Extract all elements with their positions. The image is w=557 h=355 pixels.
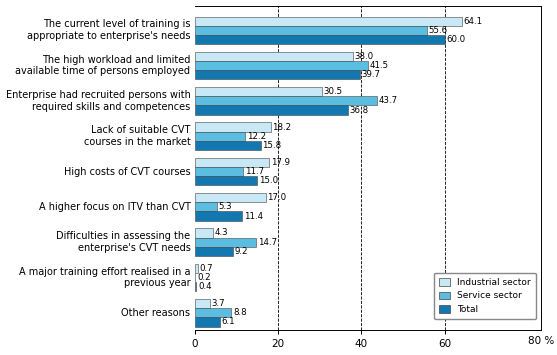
Text: 55.6: 55.6: [428, 26, 447, 35]
Bar: [194, 193, 266, 202]
Bar: [194, 105, 348, 115]
Bar: [194, 308, 231, 317]
Bar: [194, 70, 360, 80]
Text: 64.1: 64.1: [463, 17, 483, 26]
Text: 4.3: 4.3: [214, 229, 228, 237]
Bar: [194, 122, 271, 132]
Text: 38.0: 38.0: [355, 52, 374, 61]
Text: 5.3: 5.3: [218, 202, 232, 211]
Text: 0.4: 0.4: [198, 282, 212, 291]
Text: 36.8: 36.8: [350, 105, 369, 115]
Bar: [194, 247, 233, 256]
Bar: [194, 202, 217, 212]
Text: 9.2: 9.2: [234, 247, 248, 256]
Bar: [194, 317, 220, 327]
Text: 60.0: 60.0: [447, 35, 466, 44]
Text: 18.2: 18.2: [272, 122, 291, 131]
Text: 15.0: 15.0: [259, 176, 278, 185]
Bar: [194, 158, 269, 167]
Bar: [194, 52, 353, 61]
Bar: [194, 35, 445, 44]
Bar: [194, 132, 246, 141]
Bar: [194, 61, 368, 70]
Bar: [194, 167, 243, 176]
Text: 8.8: 8.8: [233, 308, 247, 317]
Text: 0.7: 0.7: [199, 264, 213, 273]
Bar: [194, 176, 257, 185]
Bar: [194, 282, 196, 291]
Text: 3.7: 3.7: [212, 299, 226, 308]
Text: 43.7: 43.7: [379, 97, 398, 105]
Bar: [194, 141, 261, 150]
Text: 14.7: 14.7: [257, 237, 277, 247]
Text: 6.1: 6.1: [222, 317, 236, 327]
Legend: Industrial sector, Service sector, Total: Industrial sector, Service sector, Total: [434, 273, 536, 320]
Text: 15.8: 15.8: [262, 141, 281, 150]
Text: 11.7: 11.7: [245, 167, 264, 176]
Text: 80 %: 80 %: [528, 336, 555, 346]
Text: 17.9: 17.9: [271, 158, 290, 167]
Bar: [194, 87, 322, 96]
Bar: [194, 273, 196, 282]
Bar: [194, 26, 427, 35]
Bar: [194, 264, 198, 273]
Bar: [194, 96, 377, 105]
Text: 30.5: 30.5: [324, 87, 343, 96]
Text: 11.4: 11.4: [244, 212, 263, 220]
Text: 39.7: 39.7: [362, 70, 381, 79]
Bar: [194, 212, 242, 220]
Text: 12.2: 12.2: [247, 132, 266, 141]
Text: 0.2: 0.2: [197, 273, 211, 282]
Bar: [194, 16, 462, 26]
Text: 41.5: 41.5: [369, 61, 388, 70]
Bar: [194, 228, 213, 237]
Bar: [194, 299, 210, 308]
Text: 17.0: 17.0: [267, 193, 286, 202]
Bar: [194, 237, 256, 247]
